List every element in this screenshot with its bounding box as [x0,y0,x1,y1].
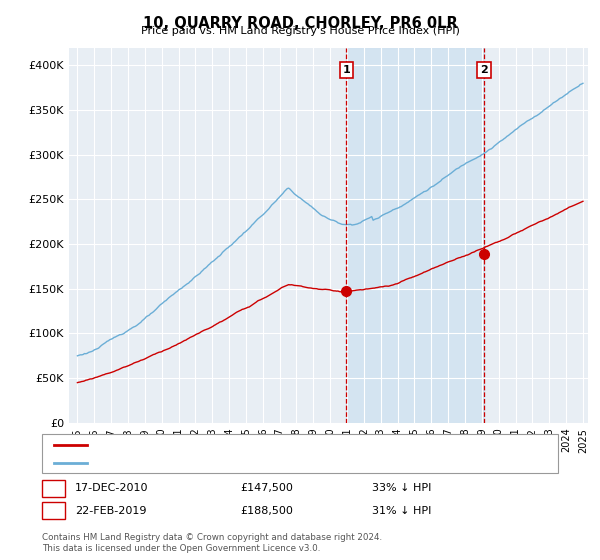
Text: 33% ↓ HPI: 33% ↓ HPI [372,483,431,493]
Text: 10, QUARRY ROAD, CHORLEY, PR6 0LR: 10, QUARRY ROAD, CHORLEY, PR6 0LR [143,16,457,31]
Text: £147,500: £147,500 [240,483,293,493]
Text: 2: 2 [480,65,488,75]
Text: 10, QUARRY ROAD, CHORLEY, PR6 0LR (detached house): 10, QUARRY ROAD, CHORLEY, PR6 0LR (detac… [93,440,389,450]
Text: 1: 1 [343,65,350,75]
Text: Contains HM Land Registry data © Crown copyright and database right 2024.
This d: Contains HM Land Registry data © Crown c… [42,533,382,553]
Bar [346,48,484,423]
Text: £188,500: £188,500 [240,506,293,516]
Text: 17-DEC-2010: 17-DEC-2010 [75,483,149,493]
Text: 2: 2 [50,506,57,516]
Text: Price paid vs. HM Land Registry's House Price Index (HPI): Price paid vs. HM Land Registry's House … [140,26,460,36]
Text: HPI: Average price, detached house, Chorley: HPI: Average price, detached house, Chor… [93,458,326,468]
Text: 31% ↓ HPI: 31% ↓ HPI [372,506,431,516]
Text: 22-FEB-2019: 22-FEB-2019 [75,506,146,516]
Text: 1: 1 [50,483,57,493]
